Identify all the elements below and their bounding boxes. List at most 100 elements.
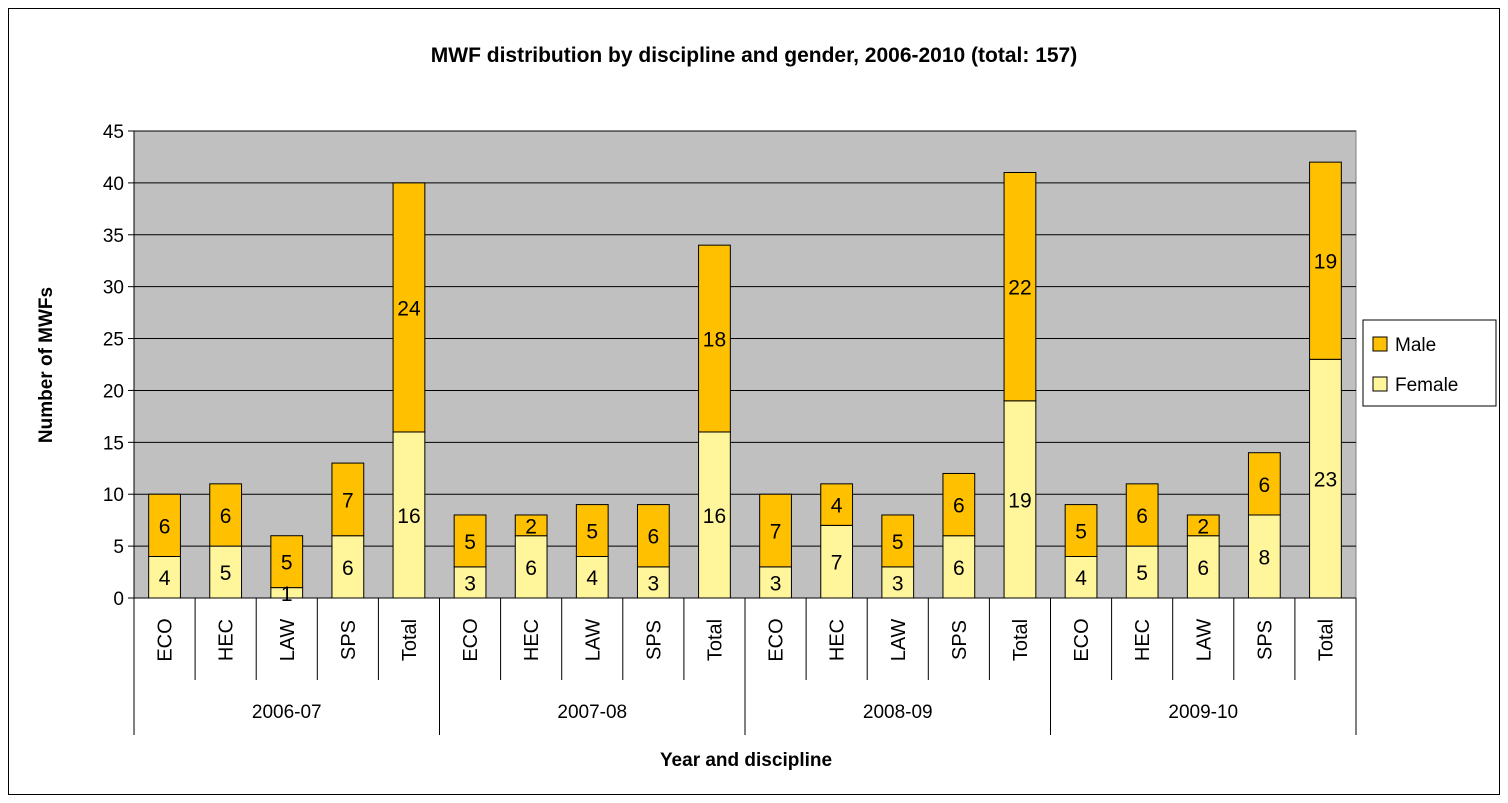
- bar-female: [1309, 358, 1342, 599]
- bar-female: [698, 431, 731, 599]
- bar-male: [942, 472, 976, 537]
- data-label-female: 3: [464, 572, 476, 595]
- y-tick-label: 0: [113, 589, 124, 610]
- chart-frame: [8, 8, 1500, 795]
- data-label-male: 6: [953, 495, 965, 518]
- chart-title: MWF distribution by discipline and gende…: [431, 44, 1077, 67]
- data-label-male: 2: [525, 515, 537, 538]
- category-label: HEC: [216, 619, 238, 661]
- data-label-female: 1: [281, 583, 293, 606]
- bar-female: [881, 566, 915, 599]
- data-label-female: 8: [1259, 546, 1271, 569]
- category-label: ECO: [1071, 618, 1093, 661]
- data-label-female: 6: [525, 557, 537, 580]
- bar-male: [331, 462, 365, 537]
- data-label-male: 2: [1197, 515, 1209, 538]
- data-label-female: 5: [1136, 562, 1148, 585]
- group-label: 2007-08: [557, 702, 627, 723]
- bar-male: [1003, 172, 1037, 402]
- legend: Male Female: [1362, 319, 1497, 407]
- data-label-female: 3: [892, 572, 904, 595]
- y-tick-label: 25: [103, 330, 124, 351]
- data-label-male: 6: [159, 515, 171, 538]
- category-label: SPS: [1254, 620, 1276, 660]
- data-label-male: 5: [1075, 521, 1087, 544]
- data-label-male: 22: [1008, 277, 1031, 300]
- y-tick-label: 45: [103, 122, 124, 143]
- bar-male: [1309, 161, 1342, 360]
- bar-male: [1247, 452, 1281, 516]
- category-label: Total: [704, 619, 726, 661]
- group-label: 2009-10: [1168, 702, 1238, 723]
- legend-swatch-male: [1372, 336, 1388, 352]
- legend-swatch-female: [1372, 376, 1388, 392]
- data-label-male: 24: [397, 297, 421, 320]
- bar-male: [1186, 514, 1220, 537]
- category-label: LAW: [277, 619, 299, 662]
- y-tick-label: 35: [103, 226, 124, 247]
- bar-male: [514, 514, 548, 537]
- data-label-male: 6: [1259, 474, 1271, 497]
- data-label-male: 5: [586, 521, 598, 544]
- category-label: HEC: [827, 619, 849, 661]
- data-label-female: 4: [159, 567, 171, 590]
- bar-female: [453, 566, 487, 599]
- data-label-male: 7: [342, 489, 354, 512]
- category-label: ECO: [155, 618, 177, 661]
- data-label-female: 19: [1008, 489, 1031, 512]
- data-label-female: 3: [770, 572, 782, 595]
- bar-female: [636, 566, 670, 599]
- data-label-female: 5: [220, 562, 232, 585]
- category-label: SPS: [643, 620, 665, 660]
- y-axis-title: Number of MWFs: [36, 287, 57, 443]
- plot-background: [133, 130, 1357, 599]
- bar-male: [453, 514, 487, 568]
- category-label: Total: [1315, 619, 1337, 661]
- data-label-male: 5: [892, 531, 904, 554]
- bar-male: [209, 483, 243, 547]
- bar-male: [636, 504, 670, 568]
- category-label: SPS: [949, 620, 971, 660]
- bar-male: [698, 244, 731, 433]
- data-label-female: 6: [953, 557, 965, 580]
- y-tick-label: 10: [103, 485, 124, 506]
- category-label: LAW: [1193, 619, 1215, 662]
- data-label-male: 6: [1136, 505, 1148, 528]
- category-label: Total: [1010, 619, 1032, 661]
- data-label-female: 3: [648, 572, 660, 595]
- bar-male: [1125, 483, 1159, 547]
- y-tick-label: 15: [103, 433, 124, 454]
- category-label: SPS: [338, 620, 360, 660]
- data-label-male: 6: [220, 505, 232, 528]
- data-label-male: 6: [648, 526, 660, 549]
- data-label-male: 19: [1314, 251, 1337, 274]
- category-label: ECO: [766, 618, 788, 661]
- legend-box: [1362, 319, 1497, 407]
- data-label-female: 4: [1075, 567, 1087, 590]
- category-label: LAW: [582, 619, 604, 662]
- bar-male: [1064, 504, 1098, 557]
- bar-female: [1003, 400, 1037, 599]
- category-label: ECO: [460, 618, 482, 661]
- y-tick-label: 5: [113, 537, 124, 558]
- data-label-male: 5: [281, 552, 293, 575]
- y-tick-label: 30: [103, 278, 124, 299]
- bar-female: [209, 545, 243, 599]
- data-label-female: 7: [831, 552, 843, 575]
- data-label-male: 7: [770, 521, 782, 544]
- bar-female: [331, 535, 365, 599]
- data-label-female: 23: [1314, 469, 1337, 492]
- bar-female: [1064, 555, 1098, 599]
- data-label-male: 18: [703, 329, 726, 352]
- category-label: Total: [399, 619, 421, 661]
- bar-male: [392, 182, 426, 433]
- legend-label-female: Female: [1395, 375, 1458, 396]
- bar-male: [575, 504, 609, 557]
- category-label: LAW: [888, 619, 910, 662]
- data-label-female: 16: [397, 505, 420, 528]
- bar-male: [270, 535, 304, 589]
- y-tick-label: 40: [103, 174, 124, 195]
- legend-label-male: Male: [1395, 335, 1436, 356]
- bar-female: [759, 566, 792, 599]
